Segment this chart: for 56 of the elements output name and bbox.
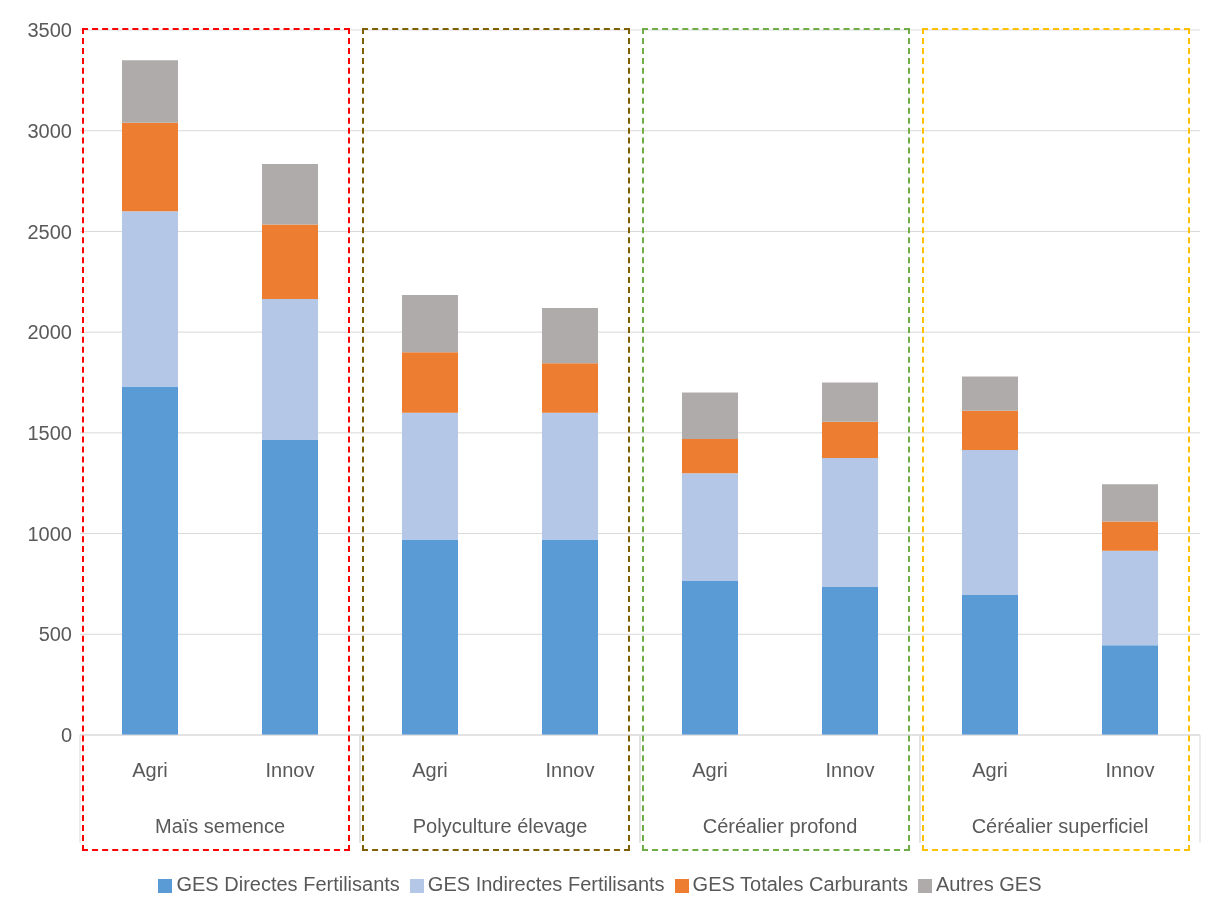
bar	[962, 410, 1018, 450]
legend-label: GES Directes Fertilisants	[176, 873, 400, 895]
x-tick-label: Agri	[692, 759, 728, 781]
bar	[682, 392, 738, 439]
bar	[542, 539, 598, 735]
bar	[122, 122, 178, 212]
y-tick-label: 2000	[27, 321, 72, 344]
bar	[962, 595, 1018, 735]
bar	[122, 211, 178, 387]
legend-label: GES Indirectes Fertilisants	[427, 873, 665, 895]
bar	[262, 224, 318, 299]
bar	[822, 458, 878, 587]
legend-label: Autres GES	[935, 873, 1042, 895]
bar	[402, 539, 458, 735]
bar	[682, 580, 738, 735]
y-tick-label: 1500	[27, 421, 72, 444]
x-tick-label: Agri	[132, 759, 168, 781]
bar	[682, 473, 738, 581]
bar	[402, 352, 458, 413]
bar	[402, 294, 458, 353]
x-tick-label: Innov	[265, 759, 315, 781]
x-tick-label: Agri	[972, 759, 1008, 781]
bar	[262, 298, 318, 440]
y-tick-label: 2500	[27, 220, 72, 243]
y-tick-label: 0	[60, 724, 72, 747]
y-tick-label: 3500	[27, 19, 72, 42]
x-tick-label: Agri	[412, 759, 448, 781]
bar	[1102, 484, 1158, 522]
bar	[262, 163, 318, 225]
bar	[122, 60, 178, 123]
text: Céréalier profond	[702, 815, 858, 837]
text: Céréalier superficiel	[971, 815, 1149, 837]
legend-label: GES Totales Carburants	[692, 873, 908, 895]
bar	[542, 363, 598, 413]
bar	[542, 412, 598, 540]
bar	[682, 438, 738, 474]
x-tick-label: Innov	[825, 759, 875, 781]
bar	[1102, 645, 1158, 735]
text: Polyculture élevage	[412, 815, 588, 837]
bar	[962, 449, 1018, 596]
bar	[822, 421, 878, 459]
y-tick-label: 1000	[27, 522, 72, 545]
text: Maïs semence	[154, 815, 286, 837]
bar	[1102, 550, 1158, 646]
bar	[262, 439, 318, 735]
bar	[542, 307, 598, 364]
bar	[122, 386, 178, 735]
y-tick-label: 500	[38, 623, 72, 646]
x-tick-label: Innov	[545, 759, 595, 781]
y-tick-label: 3000	[27, 119, 72, 142]
x-tick-label: Innov	[1105, 759, 1155, 781]
bar	[1102, 521, 1158, 551]
bar	[822, 586, 878, 735]
bar	[822, 382, 878, 422]
bar	[962, 376, 1018, 411]
bar	[402, 412, 458, 540]
